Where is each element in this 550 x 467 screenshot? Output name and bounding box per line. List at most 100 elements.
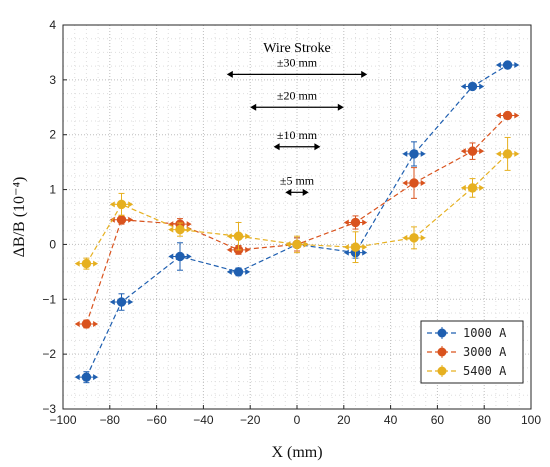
error-arrow-left bbox=[402, 150, 408, 157]
x-ticks: −100 −80 −60 −40 −20 0 20 40 60 80 100 bbox=[49, 405, 541, 427]
error-arrow-left bbox=[460, 184, 466, 191]
error-arrow-right bbox=[479, 83, 485, 90]
data-point bbox=[467, 183, 478, 193]
x-tick-label: 100 bbox=[521, 413, 541, 427]
error-arrow-left bbox=[402, 179, 408, 186]
stroke-arrow-head-right bbox=[302, 188, 309, 196]
data-point bbox=[292, 239, 302, 250]
legend-label: 5400 A bbox=[463, 364, 507, 378]
data-point bbox=[350, 242, 361, 252]
y-tick-label: 2 bbox=[49, 128, 56, 142]
data-point bbox=[175, 251, 185, 262]
stroke-label: ±10 mm bbox=[277, 128, 318, 142]
error-arrow-left bbox=[495, 112, 501, 119]
data-point bbox=[409, 178, 419, 188]
error-arrow-right bbox=[479, 184, 485, 191]
stroke-label: ±30 mm bbox=[277, 55, 318, 69]
x-tick-label: −100 bbox=[49, 413, 76, 427]
error-arrow-left bbox=[343, 244, 349, 251]
data-point bbox=[233, 267, 244, 277]
y-tick-label: 1 bbox=[49, 183, 56, 197]
x-tick-label: −20 bbox=[240, 413, 261, 427]
error-arrow-right bbox=[514, 150, 520, 157]
error-arrow-right bbox=[128, 299, 134, 306]
stroke-arrow-head-left bbox=[273, 143, 280, 151]
error-arrow-right bbox=[245, 268, 251, 275]
y-tick-label: −3 bbox=[42, 402, 56, 416]
legend-swatch-marker bbox=[437, 366, 447, 376]
error-arrow-right bbox=[128, 201, 134, 208]
error-arrow-left bbox=[74, 260, 80, 267]
error-arrow-right bbox=[420, 234, 426, 241]
error-arrow-left bbox=[109, 201, 115, 208]
error-arrow-right bbox=[514, 112, 520, 119]
y-ticks: −3 −2 −1 0 1 2 3 4 bbox=[42, 18, 67, 416]
error-arrow-right bbox=[303, 241, 309, 248]
error-arrow-right bbox=[514, 62, 520, 69]
y-axis-label: ΔB/B (10⁻⁴) bbox=[11, 177, 28, 258]
error-arrow-left bbox=[168, 253, 174, 260]
error-arrow-right bbox=[128, 216, 134, 223]
stroke-arrow-head-right bbox=[314, 143, 321, 151]
data-point bbox=[116, 199, 127, 210]
data-point bbox=[81, 372, 92, 382]
error-arrow-right bbox=[362, 244, 368, 251]
error-arrow-left bbox=[74, 374, 80, 381]
error-arrow-left bbox=[495, 150, 501, 157]
x-axis-label: X (mm) bbox=[271, 444, 322, 461]
data-point bbox=[467, 81, 478, 92]
legend: 1000 A 3000 A 5400 A bbox=[420, 320, 524, 384]
x-tick-label: 40 bbox=[384, 413, 398, 427]
error-arrow-right bbox=[186, 253, 192, 260]
error-arrow-left bbox=[402, 234, 408, 241]
y-tick-label: 0 bbox=[49, 237, 56, 251]
error-arrow-right bbox=[479, 148, 485, 155]
error-arrow-right bbox=[420, 150, 426, 157]
error-arrow-left bbox=[226, 246, 232, 253]
error-arrow-right bbox=[245, 233, 251, 240]
data-point bbox=[467, 146, 478, 156]
error-arrow-left bbox=[343, 219, 349, 226]
series-layer bbox=[74, 60, 520, 384]
y-tick-label: 3 bbox=[49, 73, 56, 87]
x-tick-label: 0 bbox=[294, 413, 301, 427]
x-tick-label: −60 bbox=[146, 413, 167, 427]
error-arrow-right bbox=[186, 221, 192, 228]
stroke-arrow-head-left bbox=[285, 188, 292, 196]
x-tick-label: 60 bbox=[431, 413, 445, 427]
error-arrow-left bbox=[168, 226, 174, 233]
error-arrow-right bbox=[93, 320, 99, 327]
data-point bbox=[81, 258, 92, 269]
x-tick-label: −80 bbox=[100, 413, 121, 427]
error-arrow-right bbox=[93, 260, 99, 267]
data-point bbox=[502, 149, 513, 159]
data-point bbox=[81, 319, 92, 329]
legend-swatch-marker bbox=[437, 328, 447, 338]
stroke-arrow-head-left bbox=[250, 103, 257, 111]
error-arrow-right bbox=[362, 249, 368, 256]
y-tick-label: 4 bbox=[49, 18, 56, 32]
stroke-arrow-head-right bbox=[361, 70, 368, 78]
stroke-arrow-head-right bbox=[337, 103, 344, 111]
error-arrow-right bbox=[245, 246, 251, 253]
error-arrow-right bbox=[186, 226, 192, 233]
annotation-title: Wire Stroke bbox=[263, 41, 330, 56]
data-point bbox=[233, 231, 244, 241]
data-point bbox=[116, 214, 127, 225]
error-arrow-right bbox=[420, 179, 426, 186]
data-point bbox=[409, 233, 419, 243]
error-arrow-left bbox=[74, 320, 80, 327]
error-arrow-right bbox=[362, 219, 368, 226]
x-tick-label: −40 bbox=[193, 413, 214, 427]
error-arrow-left bbox=[460, 148, 466, 155]
legend-label: 3000 A bbox=[463, 345, 507, 359]
error-arrow-left bbox=[285, 241, 291, 248]
stroke-arrow-head-left bbox=[226, 70, 233, 78]
data-point bbox=[409, 149, 419, 159]
error-arrow-left bbox=[109, 299, 115, 306]
error-arrow-left bbox=[495, 62, 501, 69]
data-point bbox=[502, 60, 513, 70]
data-point bbox=[175, 224, 185, 235]
x-tick-label: 80 bbox=[478, 413, 492, 427]
